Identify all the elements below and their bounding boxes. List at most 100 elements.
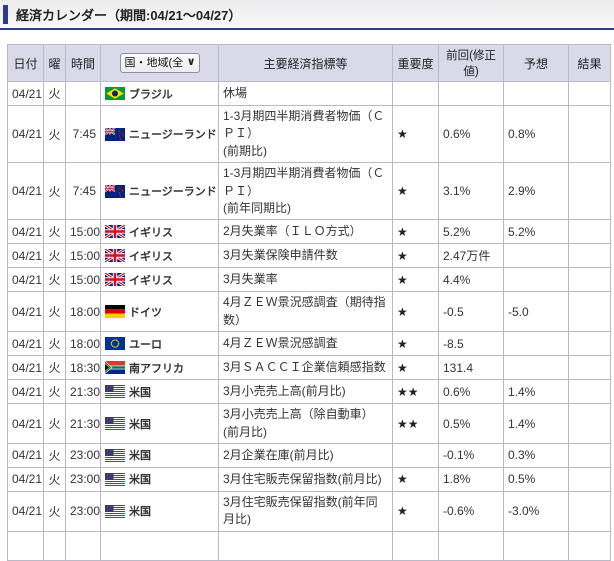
previous-cell: 4.4% (438, 267, 504, 293)
header-result: 結果 (568, 44, 611, 82)
indicator-cell: 3月小売売上高（除自動車）(前月比) (218, 403, 393, 444)
date-cell: 04/21 (7, 162, 44, 221)
table-row: 04/21 火 ブラジル 休場 (7, 81, 611, 106)
day-cell: 火 (43, 490, 66, 532)
indicator-cell: 3月ＳＡＣＣＩ企業信頼感指数 (218, 355, 393, 381)
previous-cell: 0.5% (438, 403, 504, 444)
header-row: 日付 曜 時間 国・地域(全て) ∨ 主要経済指標等 重要度 前回(修正値) 予… (7, 44, 611, 82)
previous-cell: -0.1% (438, 442, 504, 468)
importance-cell (392, 442, 439, 468)
header-day: 曜 (43, 44, 66, 82)
flag-new-zealand-icon (105, 184, 125, 198)
indicator-name: 2月失業率（ＩＬＯ方式） (223, 224, 362, 239)
country-cell: イギリス (100, 219, 219, 245)
time-cell: 21:30 (65, 379, 101, 405)
forecast-cell: -5.0 (503, 291, 569, 333)
previous-cell (438, 530, 504, 561)
day-cell: 火 (43, 355, 66, 381)
country-cell: 米国 (100, 466, 219, 492)
country-name: ユーロ (129, 338, 162, 351)
importance-cell: ★★ (392, 379, 439, 405)
indicator-cell: 2月企業在庫(前月比) (218, 442, 393, 468)
time-cell (65, 530, 101, 561)
indicator-name: 1-3月期四半期消費者物価（ＣＰＩ） (223, 109, 385, 141)
day-cell: 火 (43, 81, 66, 106)
indicator-cell: 3月失業保険申請件数 (218, 243, 393, 269)
result-cell (568, 331, 611, 357)
country-name: イギリス (129, 250, 173, 263)
importance-cell: ★ (392, 355, 439, 381)
previous-cell: 0.6% (438, 104, 504, 164)
table-row: 04/21 火 7:45 ニュージーランド 1-3月期四半期消費者物価（ＣＰＩ）… (7, 104, 611, 164)
forecast-cell: 0.8% (503, 104, 569, 164)
forecast-cell: 0.3% (503, 442, 569, 468)
result-cell (568, 466, 611, 492)
previous-cell: 131.4 (438, 355, 504, 381)
forecast-cell (503, 243, 569, 269)
result-cell (568, 530, 611, 561)
country-cell: ドイツ (100, 291, 219, 333)
result-cell (568, 162, 611, 221)
country-cell: 米国 (100, 490, 219, 532)
country-name: イギリス (129, 274, 173, 287)
country-name: 米国 (129, 386, 151, 399)
table-row: 04/21 火 18:00 ドイツ 4月ＺＥＷ景況感調査（期待指数） ★ -0.… (7, 291, 611, 333)
country-name: 米国 (129, 474, 151, 487)
title-bar: 経済カレンダー（期間:04/21～04/27） (0, 0, 614, 30)
flag-uk-icon (105, 273, 125, 287)
day-cell (43, 530, 66, 561)
flag-usa-icon (105, 417, 125, 431)
previous-cell: 1.8% (438, 466, 504, 492)
date-cell: 04/21 (7, 331, 44, 357)
country-name: ニュージーランド (129, 129, 217, 142)
day-cell: 火 (43, 243, 66, 269)
flag-germany-icon (105, 305, 125, 319)
indicator-name: 2月企業在庫(前月比) (223, 447, 334, 462)
time-cell: 15:00 (65, 219, 101, 245)
indicator-cell: 1-3月期四半期消費者物価（ＣＰＩ） (前期比) (218, 104, 393, 164)
table-row: 04/21 火 15:00 イギリス 2月失業率（ＩＬＯ方式） ★ 5.2% 5… (7, 219, 611, 245)
indicator-name: 休場 (223, 85, 248, 100)
indicator-name: 4月ＺＥＷ景況感調査（期待指数） (223, 295, 386, 327)
result-cell (568, 379, 611, 405)
importance-cell (392, 530, 439, 561)
indicator-name: 4月ＺＥＷ景況感調査 (223, 335, 338, 350)
table-row: 04/21 火 21:30 米国 3月小売売上高(前月比) ★★ 0.6% 1.… (7, 379, 611, 405)
indicator-cell: 1-3月期四半期消費者物価（ＣＰＩ） (前年同期比) (218, 162, 393, 221)
flag-uk-icon (105, 225, 125, 239)
date-cell: 04/21 (7, 243, 44, 269)
table-row: 04/21 火 23:00 米国 2月企業在庫(前月比) -0.1% 0.3% (7, 442, 611, 468)
indicator-name: 3月住宅販売保留指数(前年同月比) (223, 494, 378, 527)
time-cell: 23:00 (65, 490, 101, 532)
indicator-name: 3月小売売上高(前月比) (223, 383, 346, 398)
indicator-name: 3月住宅販売保留指数(前月比) (223, 471, 382, 486)
indicator-cell: 3月住宅販売保留指数(前年同月比) (218, 490, 393, 532)
header-forecast: 予想 (503, 44, 569, 82)
indicator-cell (218, 530, 393, 561)
previous-cell: 5.2% (438, 219, 504, 245)
result-cell (568, 291, 611, 333)
indicator-name: 3月ＳＡＣＣＩ企業信頼感指数 (223, 359, 386, 374)
country-cell: 米国 (100, 442, 219, 468)
forecast-cell: 1.4% (503, 403, 569, 444)
header-time: 時間 (65, 44, 101, 82)
date-cell (7, 530, 44, 561)
indicator-name: 3月失業保険申請件数 (223, 248, 338, 263)
country-name: 南アフリカ (129, 362, 184, 375)
table-row: 04/21 火 15:00 イギリス 3月失業保険申請件数 ★ 2.47万件 (7, 243, 611, 269)
table-row: 04/21 火 18:30 南アフリカ 3月ＳＡＣＣＩ企業信頼感指数 ★ 131… (7, 355, 611, 381)
date-cell: 04/21 (7, 355, 44, 381)
forecast-cell (503, 267, 569, 293)
forecast-cell: 1.4% (503, 379, 569, 405)
result-cell (568, 267, 611, 293)
flag-usa-icon (105, 448, 125, 462)
indicator-cell: 休場 (218, 81, 393, 106)
country-filter-select[interactable]: 国・地域(全て) (119, 53, 200, 73)
importance-cell: ★ (392, 490, 439, 532)
date-cell: 04/21 (7, 219, 44, 245)
day-cell: 火 (43, 466, 66, 492)
time-cell: 23:00 (65, 466, 101, 492)
title-accent-bar (3, 4, 8, 24)
importance-cell: ★ (392, 162, 439, 221)
indicator-cell: 4月ＺＥＷ景況感調査 (218, 331, 393, 357)
